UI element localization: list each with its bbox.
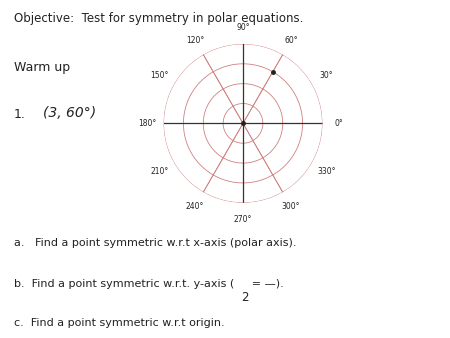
Text: 1.: 1. <box>14 108 25 121</box>
Text: Warm up: Warm up <box>14 61 70 74</box>
Text: b.  Find a point symmetric w.r.t. y-axis (     = —).: b. Find a point symmetric w.r.t. y-axis … <box>14 279 283 289</box>
Text: a.   Find a point symmetric w.r.t x-axis (polar axis).: a. Find a point symmetric w.r.t x-axis (… <box>14 238 296 248</box>
Text: c.  Find a point symmetric w.r.t origin.: c. Find a point symmetric w.r.t origin. <box>14 318 224 328</box>
Text: 2: 2 <box>241 291 248 304</box>
Text: (3, 60°): (3, 60°) <box>43 106 96 120</box>
Text: Objective:  Test for symmetry in polar equations.: Objective: Test for symmetry in polar eq… <box>14 12 303 25</box>
